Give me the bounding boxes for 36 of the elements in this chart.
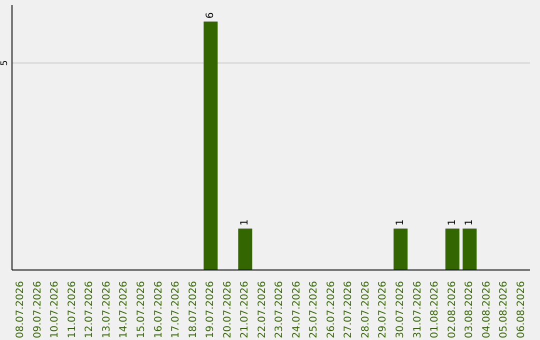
x-tick-label: 22.07.2026 <box>256 281 268 338</box>
x-tick-label: 27.07.2026 <box>343 281 354 338</box>
x-tick-label: 18.07.2026 <box>188 281 199 338</box>
x-tick-label: 24.07.2026 <box>291 281 302 338</box>
x-tick-label: 16.07.2026 <box>153 281 164 338</box>
x-tick-label: 25.07.2026 <box>308 281 320 338</box>
x-tick-label: 28.07.2026 <box>360 281 372 338</box>
x-tick-label: 14.07.2026 <box>118 281 130 338</box>
y-tick-label: 5 <box>0 60 10 66</box>
data-label: 1 <box>464 219 476 226</box>
x-tick-label: 17.07.2026 <box>170 281 182 338</box>
x-tick-label: 29.07.2026 <box>378 281 389 338</box>
x-tick-label: 05.08.2026 <box>498 281 510 338</box>
x-tick-label: 02.08.2026 <box>446 281 458 338</box>
x-tick-label: 01.08.2026 <box>430 281 441 338</box>
x-tick-label: 21.07.2026 <box>240 281 251 338</box>
x-tick-label: 06.08.2026 <box>516 281 527 338</box>
x-tick-label: 26.07.2026 <box>326 281 337 338</box>
x-tick-label: 30.07.2026 <box>395 281 406 338</box>
x-tick-label: 31.07.2026 <box>412 281 424 338</box>
data-label: 1 <box>446 219 458 226</box>
x-tick-label: 10.07.2026 <box>50 281 61 338</box>
x-tick-label: 04.08.2026 <box>481 281 492 338</box>
data-label: 1 <box>240 219 251 226</box>
x-tick-label: 13.07.2026 <box>101 281 112 338</box>
data-label: 6 <box>205 12 216 19</box>
data-label: 1 <box>395 219 406 226</box>
x-tick-label: 08.07.2026 <box>15 281 26 338</box>
x-tick-label: 12.07.2026 <box>84 281 96 338</box>
x-tick-label: 15.07.2026 <box>136 281 147 338</box>
x-tick-label: 19.07.2026 <box>205 281 216 338</box>
x-tick-label: 23.07.2026 <box>274 281 286 338</box>
x-tick-label: 20.07.2026 <box>222 281 234 338</box>
x-tick-label: 11.07.2026 <box>66 281 78 338</box>
x-tick-label: 09.07.2026 <box>32 281 44 338</box>
x-tick-label: 03.08.2026 <box>464 281 476 338</box>
